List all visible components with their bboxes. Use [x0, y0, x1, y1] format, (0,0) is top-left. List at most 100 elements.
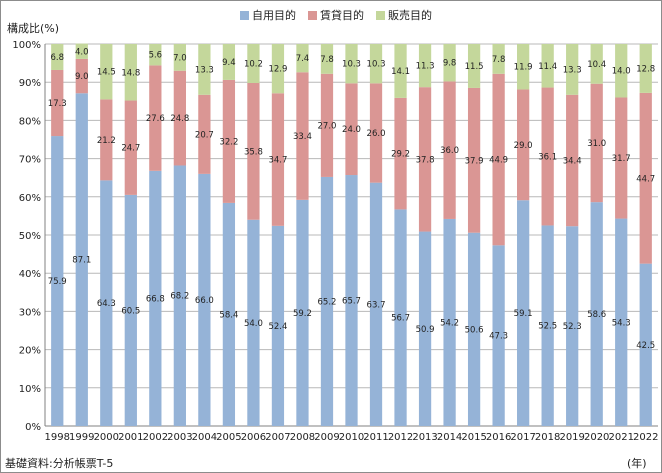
x-tick-label: 2015 [461, 432, 486, 443]
bar-segment [492, 73, 505, 246]
data-label: 11.4 [538, 62, 557, 72]
data-label: 52.4 [268, 322, 287, 332]
data-label: 14.1 [391, 67, 410, 77]
bar-segment [296, 72, 309, 200]
bar-segment [173, 165, 186, 426]
bar-segment [369, 44, 383, 84]
bar-segment [467, 87, 481, 233]
data-label: 29.0 [514, 141, 533, 151]
bar-segment [124, 100, 137, 195]
bar-segment [517, 44, 530, 90]
x-tick-label: 2021 [608, 432, 633, 443]
bar-segment [75, 58, 88, 94]
data-label: 20.7 [195, 130, 214, 140]
bar-segment [369, 182, 383, 426]
bar-segment [467, 232, 481, 426]
x-tick-label: 2019 [559, 432, 584, 443]
y-tick-label: 50% [19, 231, 41, 242]
data-label: 14.8 [121, 68, 140, 78]
data-label: 47.3 [489, 332, 508, 342]
bar-segment [51, 69, 64, 137]
legend-swatch-rental [308, 10, 317, 20]
data-label: 37.9 [465, 156, 484, 166]
data-label: 24.0 [342, 125, 361, 135]
data-label: 26.0 [367, 129, 386, 139]
bar-segment [517, 89, 530, 201]
data-label: 66.8 [146, 294, 165, 304]
data-label: 68.2 [170, 292, 189, 302]
bar-segment [247, 82, 260, 220]
data-label: 64.3 [97, 299, 116, 309]
bar-segment [566, 226, 579, 426]
data-label: 31.7 [612, 154, 631, 164]
data-label: 13.3 [195, 65, 214, 75]
data-label: 59.2 [293, 309, 312, 319]
data-label: 9.4 [222, 58, 236, 68]
bar-segment [394, 209, 407, 426]
data-label: 54.2 [440, 318, 459, 328]
x-tick-label: 2006 [241, 432, 266, 443]
bar-segment [345, 44, 358, 84]
bar-segment [492, 44, 505, 74]
x-tick-label: 2005 [216, 432, 241, 443]
bar-segment [271, 93, 285, 226]
bar-segment [149, 44, 162, 66]
bar-segment [149, 65, 162, 171]
bar-segment [590, 83, 603, 203]
bar-segment [639, 92, 652, 264]
data-label: 37.8 [416, 155, 435, 165]
y-tick-label: 20% [19, 346, 41, 357]
legend-item-rental: 賃貸目的 [308, 7, 364, 23]
y-tick-label: 80% [19, 116, 41, 127]
data-label: 32.2 [219, 137, 238, 147]
x-tick-label: 2012 [388, 432, 413, 443]
bar-segment [615, 97, 628, 219]
source-note: 基礎資料:分析帳票T-5 [5, 457, 114, 470]
data-label: 11.3 [416, 62, 435, 72]
data-label: 35.8 [244, 147, 263, 157]
data-label: 12.8 [636, 64, 655, 74]
bar-segment [198, 173, 211, 426]
y-tick-label: 90% [19, 78, 41, 89]
legend-label-rental: 賃貸目的 [320, 9, 364, 22]
bar-segment [271, 44, 285, 94]
data-label: 52.5 [538, 322, 557, 332]
bar-segment [124, 44, 137, 101]
bar-segment [394, 44, 407, 98]
data-label: 24.7 [121, 144, 140, 154]
x-tick-label: 2013 [412, 432, 437, 443]
bar-segment [271, 225, 285, 426]
x-tick-label: 2022 [633, 432, 658, 443]
data-label: 54.0 [244, 319, 263, 329]
bar-segment [222, 44, 236, 80]
data-label: 31.0 [587, 139, 606, 149]
data-label: 10.3 [367, 60, 386, 70]
bar-segment [296, 199, 309, 426]
bar-segment [198, 94, 211, 174]
data-label: 34.7 [268, 156, 287, 166]
bar-segment [418, 231, 432, 426]
data-label: 29.2 [391, 150, 410, 160]
bar-segment [247, 219, 260, 426]
data-label: 59.1 [514, 309, 533, 319]
data-label: 36.1 [538, 152, 557, 162]
x-tick-label: 2011 [363, 432, 388, 443]
x-tick-label: 2001 [118, 432, 143, 443]
bar-segment [149, 170, 162, 426]
bar-segment [345, 83, 358, 176]
bar-segment [418, 87, 432, 232]
legend-swatch-sale [376, 10, 385, 20]
x-tick-label: 2020 [584, 432, 609, 443]
x-tick-label: 2004 [192, 432, 217, 443]
y-tick-label: 60% [19, 193, 41, 204]
data-label: 87.1 [72, 256, 91, 266]
data-label: 10.4 [587, 60, 606, 70]
x-tick-label: 2016 [486, 432, 511, 443]
bar-segment [51, 136, 64, 426]
y-tick-label: 10% [19, 384, 41, 395]
bar-segment [320, 73, 334, 177]
x-tick-label: 2017 [510, 432, 535, 443]
data-label: 42.5 [636, 341, 655, 351]
bar-segment [590, 44, 603, 84]
